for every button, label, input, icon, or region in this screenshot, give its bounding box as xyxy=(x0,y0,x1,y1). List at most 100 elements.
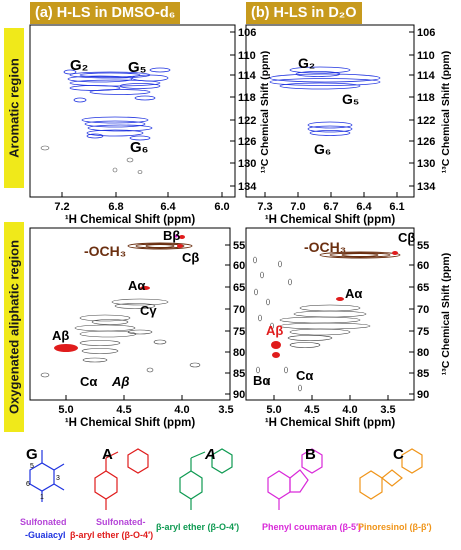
svg-text:5.0: 5.0 xyxy=(58,404,73,416)
tl-label-g2: G₂ xyxy=(70,57,88,74)
structure-a-red-name1: Sulfonated- xyxy=(96,517,146,527)
g6-cross-peaks xyxy=(81,116,153,141)
svg-text:7.2: 7.2 xyxy=(54,201,69,213)
svg-text:7.3: 7.3 xyxy=(257,201,272,213)
structure-a-green-name: β-aryl ether (β-O-4′) xyxy=(156,522,240,532)
svg-text:122: 122 xyxy=(417,115,435,127)
svg-text:118: 118 xyxy=(238,92,256,104)
svg-text:85: 85 xyxy=(233,368,245,380)
br-y-label: ¹³C Chemical Shift (ppm) xyxy=(440,253,452,376)
svg-text:130: 130 xyxy=(417,158,435,170)
structure-c xyxy=(359,448,423,500)
svg-text:7.0: 7.0 xyxy=(290,201,305,213)
structure-a-green-letter: A xyxy=(205,446,216,463)
svg-text:65: 65 xyxy=(233,282,245,294)
svg-text:114: 114 xyxy=(238,70,257,82)
svg-text:134: 134 xyxy=(238,181,257,193)
a-beta-peak-d2o xyxy=(271,341,281,349)
svg-text:6.1: 6.1 xyxy=(389,201,404,213)
br-x-label: ¹H Chemical Shift (ppm) xyxy=(265,417,396,429)
structure-a-green xyxy=(179,448,233,510)
structure-c-letter: C xyxy=(393,446,404,463)
aliphatic-region-label: Oxygenated aliphatic region xyxy=(4,222,24,432)
bl-label-a-beta: Aβ xyxy=(52,328,69,343)
br-label-c-beta: Cβ xyxy=(398,230,415,245)
svg-text:130: 130 xyxy=(238,158,256,170)
structure-a-red-letter: A xyxy=(102,446,113,463)
bl-label-c-beta: Cβ xyxy=(182,250,199,265)
panel-b-title: (b) H-LS in D₂O xyxy=(246,2,362,24)
br-label-a-alpha: Aα xyxy=(345,286,362,301)
svg-text:55: 55 xyxy=(233,240,245,252)
svg-text:118: 118 xyxy=(417,92,435,104)
svg-text:85: 85 xyxy=(417,368,429,380)
plot-top-right xyxy=(245,24,415,198)
bl-x-label: ¹H Chemical Shift (ppm) xyxy=(65,417,196,429)
svg-text:4.5: 4.5 xyxy=(116,404,131,416)
svg-text:126: 126 xyxy=(238,136,256,148)
svg-text:134: 134 xyxy=(417,181,436,193)
svg-text:6.7: 6.7 xyxy=(323,201,338,213)
svg-text:6.4: 6.4 xyxy=(160,201,176,213)
svg-text:60: 60 xyxy=(233,260,245,272)
svg-text:4.0: 4.0 xyxy=(174,404,189,416)
br-label-a-beta: Aβ xyxy=(266,323,283,338)
bl-label-och3: -OCH₃ xyxy=(84,243,126,259)
methoxy-cross-peak-d2o xyxy=(319,251,401,259)
svg-text:4.0: 4.0 xyxy=(342,404,357,416)
g2-g5-cross-peaks xyxy=(63,67,171,103)
svg-text:1: 1 xyxy=(40,494,44,501)
tr-label-g2: G₂ xyxy=(298,55,315,71)
svg-text:6.4: 6.4 xyxy=(356,201,372,213)
svg-text:110: 110 xyxy=(238,50,256,62)
br-label-och3: -OCH₃ xyxy=(304,239,346,255)
tr-x-label: ¹H Chemical Shift (ppm) xyxy=(265,214,396,226)
tr-label-g5: G₅ xyxy=(342,91,359,107)
svg-text:65: 65 xyxy=(417,282,429,294)
svg-text:3.5: 3.5 xyxy=(380,404,395,416)
svg-text:80: 80 xyxy=(233,347,245,359)
structure-b-name: Phenyl coumaran (β-5′) xyxy=(262,522,362,532)
structure-b xyxy=(267,448,323,510)
svg-text:5.0: 5.0 xyxy=(266,404,281,416)
tl-y-label: ¹³C Chemical Shift (ppm) xyxy=(259,51,271,174)
bl-label-c-gamma: Cγ xyxy=(140,303,157,318)
a-alpha-peak xyxy=(140,286,150,290)
svg-text:3.5: 3.5 xyxy=(218,404,233,416)
tl-ytick: 106 xyxy=(238,27,256,39)
svg-text:70: 70 xyxy=(233,304,245,316)
svg-text:55: 55 xyxy=(417,240,429,252)
b-beta-peak xyxy=(179,235,185,239)
panel-a-title: (a) H-LS in DMSO-d₆ xyxy=(30,2,181,24)
structure-g-name1: Sulfonated xyxy=(20,517,67,527)
bl-label-a-alpha: Aα xyxy=(128,278,145,293)
svg-text:60: 60 xyxy=(417,260,429,272)
svg-text:106: 106 xyxy=(417,27,435,39)
svg-text:122: 122 xyxy=(238,115,256,127)
bl-label-a-beta-italic: Aβ xyxy=(111,374,129,389)
svg-text:6: 6 xyxy=(26,481,30,488)
a-beta-peak xyxy=(54,344,78,352)
g2-cross-peaks-d2o xyxy=(269,66,381,90)
bl-label-c-alpha: Cα xyxy=(80,374,97,389)
svg-text:90: 90 xyxy=(417,389,429,401)
svg-text:70: 70 xyxy=(417,304,429,316)
svg-text:110: 110 xyxy=(417,50,435,62)
br-label-b-alpha: Bα xyxy=(253,373,270,388)
bl-label-b-beta: Bβ xyxy=(163,228,180,243)
g6-cross-peaks-d2o xyxy=(307,121,353,136)
svg-text:3: 3 xyxy=(56,475,60,482)
structure-a-red xyxy=(94,448,149,510)
svg-text:75: 75 xyxy=(417,326,429,338)
svg-text:126: 126 xyxy=(417,136,435,148)
plot-bottom-right xyxy=(245,227,415,401)
structure-g xyxy=(29,450,65,502)
tr-y-label: ¹³C Chemical Shift (ppm) xyxy=(440,51,452,174)
svg-text:114: 114 xyxy=(417,70,436,82)
tr-label-g6: G₆ xyxy=(314,141,331,157)
structure-b-letter: B xyxy=(305,446,316,463)
svg-text:75: 75 xyxy=(233,326,245,338)
svg-text:4.5: 4.5 xyxy=(304,404,319,416)
br-label-c-alpha: Cα xyxy=(296,368,313,383)
